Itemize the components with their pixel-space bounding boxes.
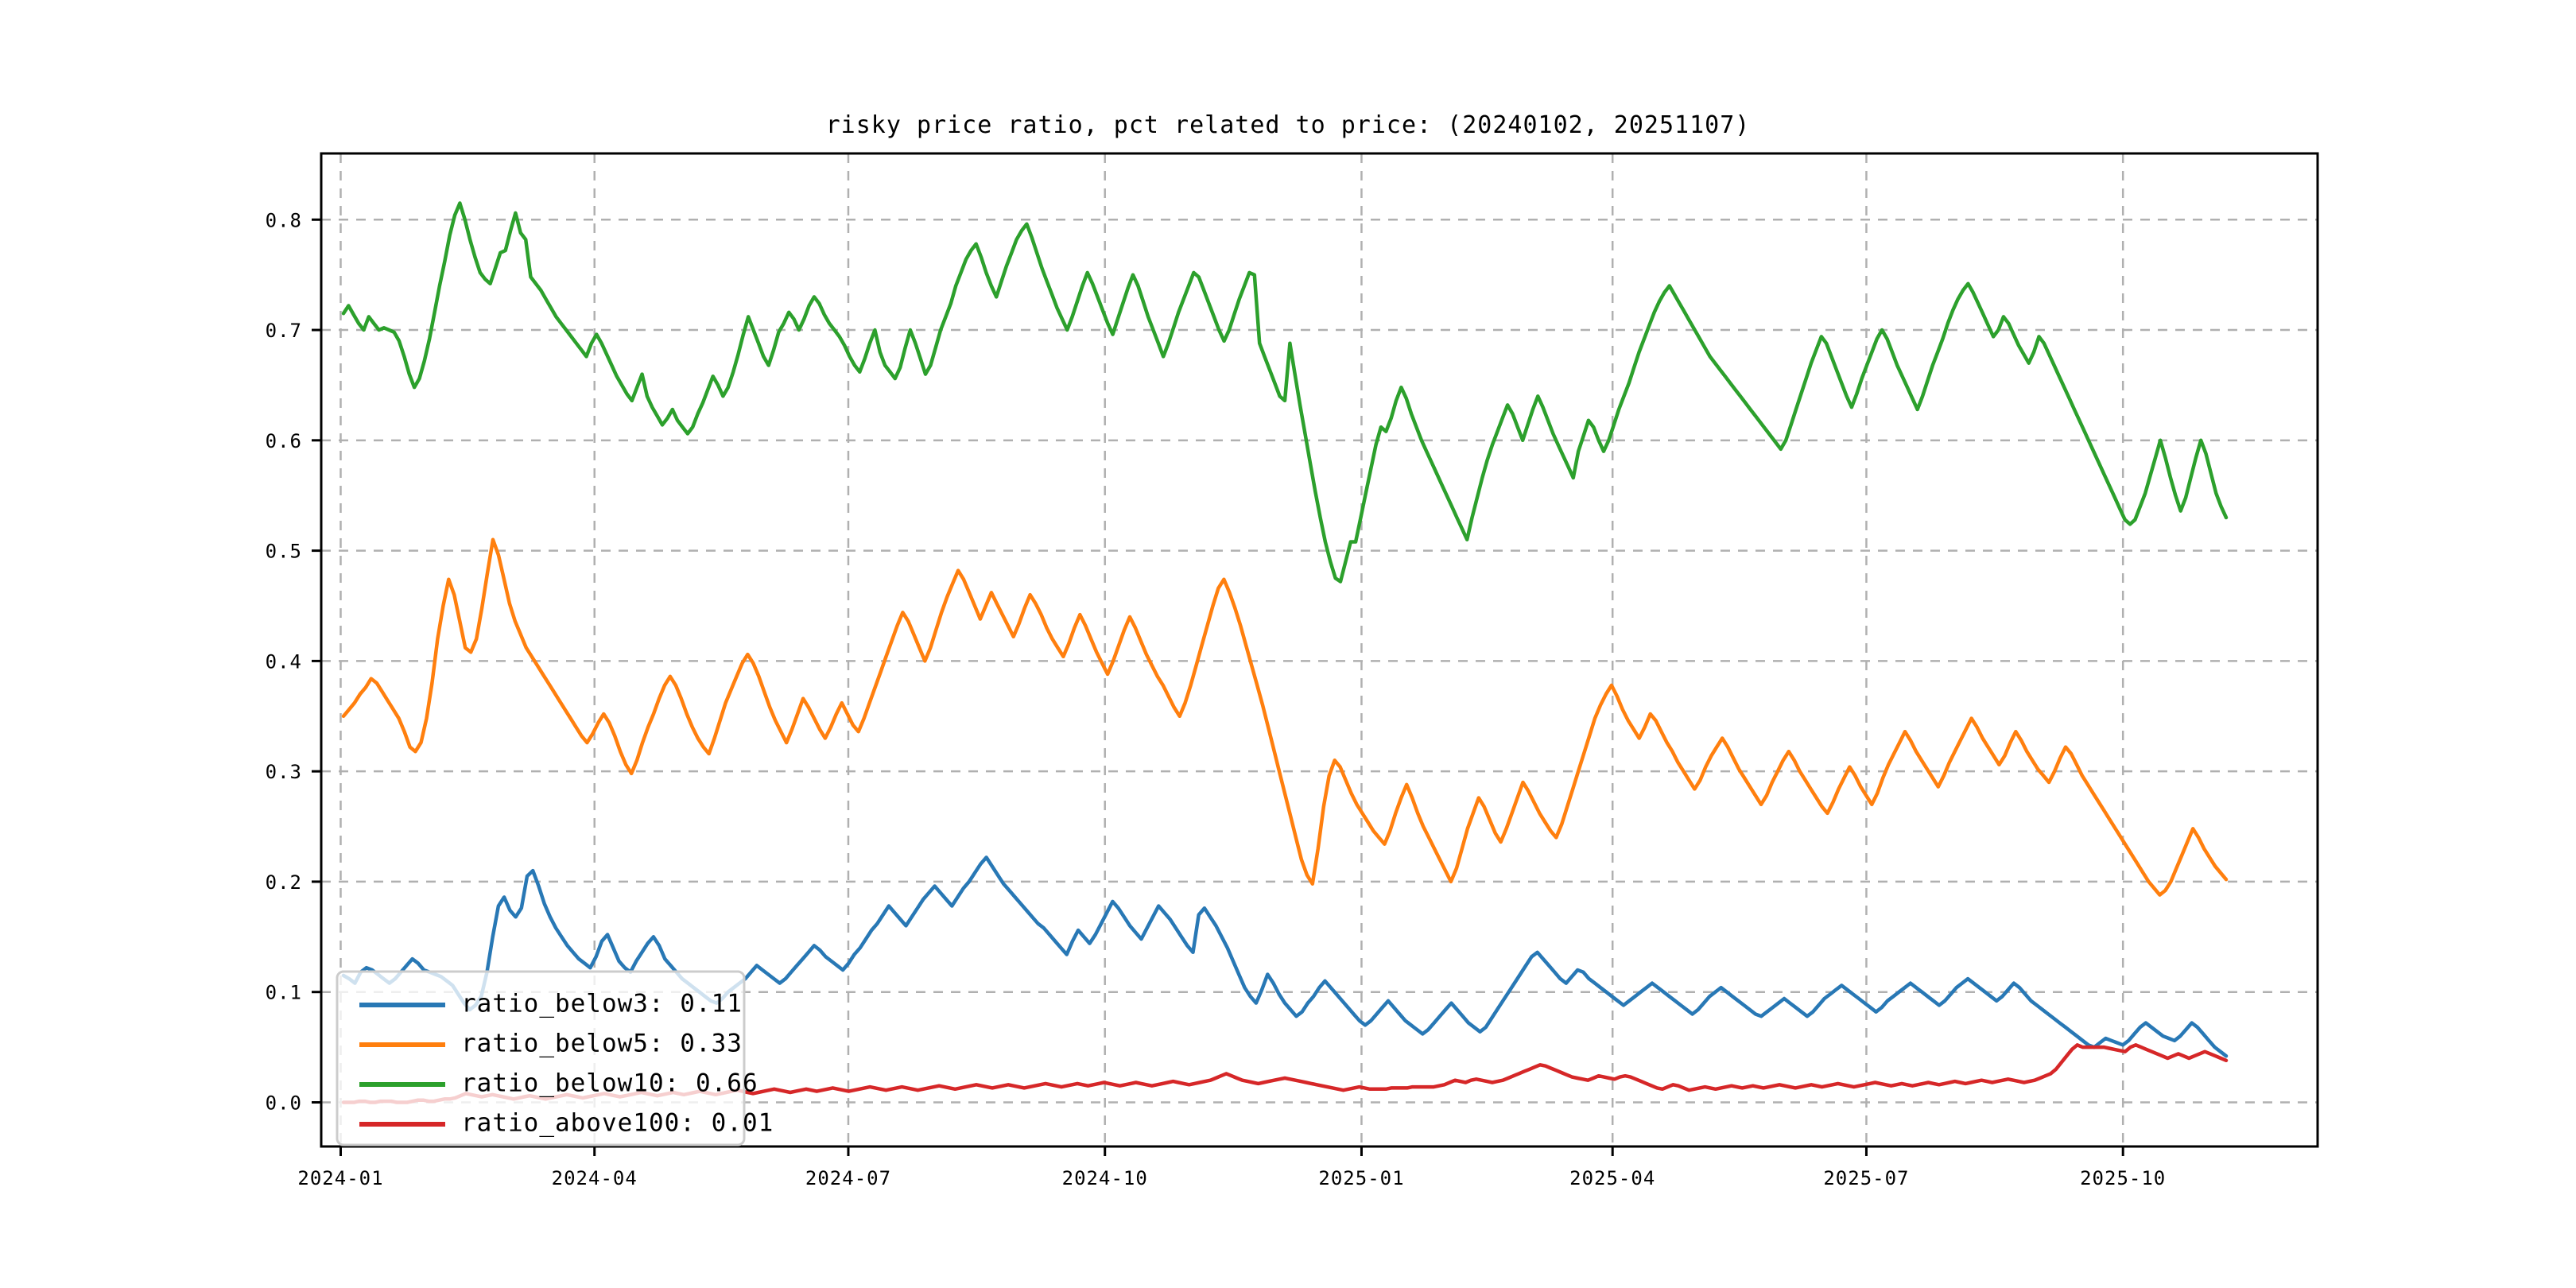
x-tick-label: 2025-01: [1318, 1167, 1404, 1189]
chart-title: risky price ratio, pct related to price:…: [825, 111, 1751, 139]
legend-label-ratio_above100: ratio_above100: 0.01: [461, 1109, 774, 1138]
legend-label-ratio_below3: ratio_below3: 0.11: [461, 990, 743, 1018]
legend-entries: ratio_below3: 0.11 ratio_below5: 0.33 rati…: [359, 990, 774, 1138]
y-tick-label: 0.4: [266, 650, 302, 673]
series-line-ratio_below3: [341, 855, 2229, 1058]
y-tick-label: 0.2: [266, 871, 302, 894]
series-line-ratio_below5: [341, 537, 2229, 897]
chart-legend[interactable]: ratio_below3: 0.11 ratio_below5: 0.33 rati…: [336, 970, 774, 1146]
series-line-ratio_below10: [341, 201, 2229, 584]
x-axis-ticks: 2024-01 2024-04 2024-07 2024-10 2025-01 2025-…: [297, 1146, 2166, 1189]
y-tick-label: 0.5: [266, 541, 302, 563]
y-tick-label: 0.0: [266, 1092, 302, 1114]
legend-background: [336, 970, 746, 1146]
x-tick-label: 2024-10: [1062, 1167, 1148, 1189]
y-tick-label: 0.3: [266, 761, 302, 783]
x-tick-label: 2024-07: [805, 1167, 891, 1189]
x-tick-label: 2024-04: [552, 1167, 638, 1189]
legend-label-ratio_below5: ratio_below5: 0.33: [461, 1030, 743, 1058]
x-tick-label: 2025-07: [1823, 1167, 1909, 1189]
series-lines-group: [341, 201, 2229, 1104]
y-tick-label: 0.8: [266, 209, 302, 231]
x-tick-label: 2025-10: [2080, 1167, 2166, 1189]
x-tick-label: 2024-01: [297, 1167, 383, 1189]
legend-label-ratio_below10: ratio_below10: 0.66: [461, 1069, 758, 1098]
axis-spines: [320, 152, 2319, 1148]
y-tick-label: 0.1: [266, 982, 302, 1004]
y-tick-label: 0.6: [266, 430, 302, 452]
y-tick-label: 0.7: [266, 320, 302, 342]
y-axis-ticks: 0.0 0.1 0.2 0.3 0.4 0.5 0.6 0.7 0.8: [266, 209, 321, 1114]
x-tick-label: 2025-04: [1569, 1167, 1655, 1189]
